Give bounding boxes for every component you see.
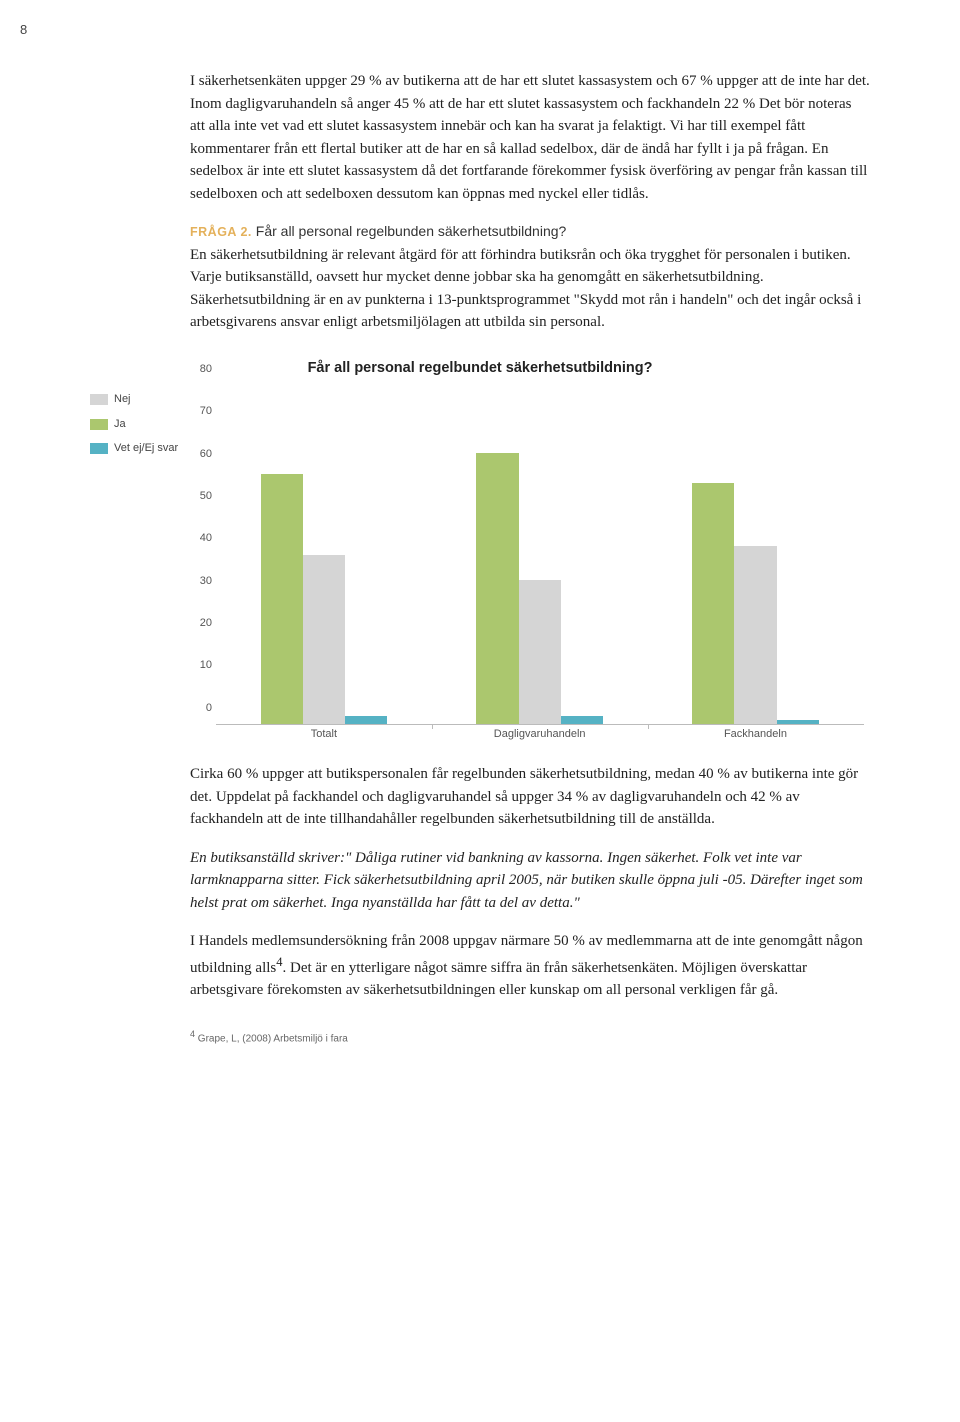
y-axis-label: 20 (190, 615, 212, 632)
y-axis-label: 50 (190, 488, 212, 505)
footnote-text: Grape, L, (2008) Arbetsmiljö i fara (195, 1033, 348, 1044)
y-axis-label: 70 (190, 403, 212, 420)
chart-bar (261, 474, 303, 724)
paragraph-4-quote: En butiksanställd skriver:" Dåliga rutin… (190, 847, 870, 915)
legend-label: Nej (114, 391, 131, 408)
paragraph-1: I säkerhetsenkäten uppger 29 % av butike… (190, 70, 870, 205)
legend-label: Ja (114, 416, 126, 433)
page-number: 8 (20, 20, 27, 40)
chart-container: Nej Ja Vet ej/Ej svar 01020304050607080Tot… (90, 385, 870, 745)
x-axis-label: Totalt (311, 726, 337, 743)
chart-bar (734, 546, 776, 724)
paragraph-5b: . Det är en ytterligare något sämre siff… (190, 960, 807, 999)
y-axis-label: 30 (190, 572, 212, 589)
legend-item: Ja (90, 416, 190, 433)
chart-bar (303, 555, 345, 725)
paragraph-3: Cirka 60 % uppger att butikspersonalen f… (190, 763, 870, 831)
legend-item: Nej (90, 391, 190, 408)
paragraph-5: I Handels medlemsundersökning från 2008 … (190, 930, 870, 1002)
chart-plot: 01020304050607080TotaltDagligvaruhandeln… (216, 385, 864, 725)
x-axis-label: Fackhandeln (724, 726, 787, 743)
body-column-2: Cirka 60 % uppger att butikspersonalen f… (190, 763, 870, 1046)
x-axis-label: Dagligvaruhandeln (494, 726, 586, 743)
y-axis-label: 60 (190, 445, 212, 462)
legend-swatch (90, 419, 108, 430)
y-axis-label: 0 (190, 700, 212, 717)
question-2-block: FRÅGA 2. Får all personal regelbunden sä… (190, 221, 870, 334)
chart-bar (692, 483, 734, 725)
legend-label: Vet ej/Ej svar (114, 440, 178, 457)
y-axis-label: 10 (190, 657, 212, 674)
chart-bar (519, 580, 561, 724)
question-2-text: Får all personal regelbunden säkerhetsut… (252, 223, 566, 239)
question-2-label: FRÅGA 2. (190, 225, 252, 239)
x-tick-mark (432, 724, 433, 729)
x-tick-mark (648, 724, 649, 729)
legend-item: Vet ej/Ej svar (90, 440, 190, 457)
body-column: I säkerhetsenkäten uppger 29 % av butike… (190, 70, 870, 334)
chart-bar (476, 453, 518, 724)
chart-bar (345, 716, 387, 724)
legend-swatch (90, 394, 108, 405)
chart-area: 01020304050607080TotaltDagligvaruhandeln… (190, 385, 870, 745)
y-axis-label: 40 (190, 530, 212, 547)
chart-bar (777, 720, 819, 724)
y-axis-label: 80 (190, 361, 212, 378)
chart-legend: Nej Ja Vet ej/Ej svar (90, 385, 190, 745)
paragraph-2: En säkerhetsutbildning är relevant åtgär… (190, 247, 861, 331)
legend-swatch (90, 443, 108, 454)
footnote-4: 4 Grape, L, (2008) Arbetsmiljö i fara (190, 1028, 870, 1046)
chart-bar (561, 716, 603, 724)
